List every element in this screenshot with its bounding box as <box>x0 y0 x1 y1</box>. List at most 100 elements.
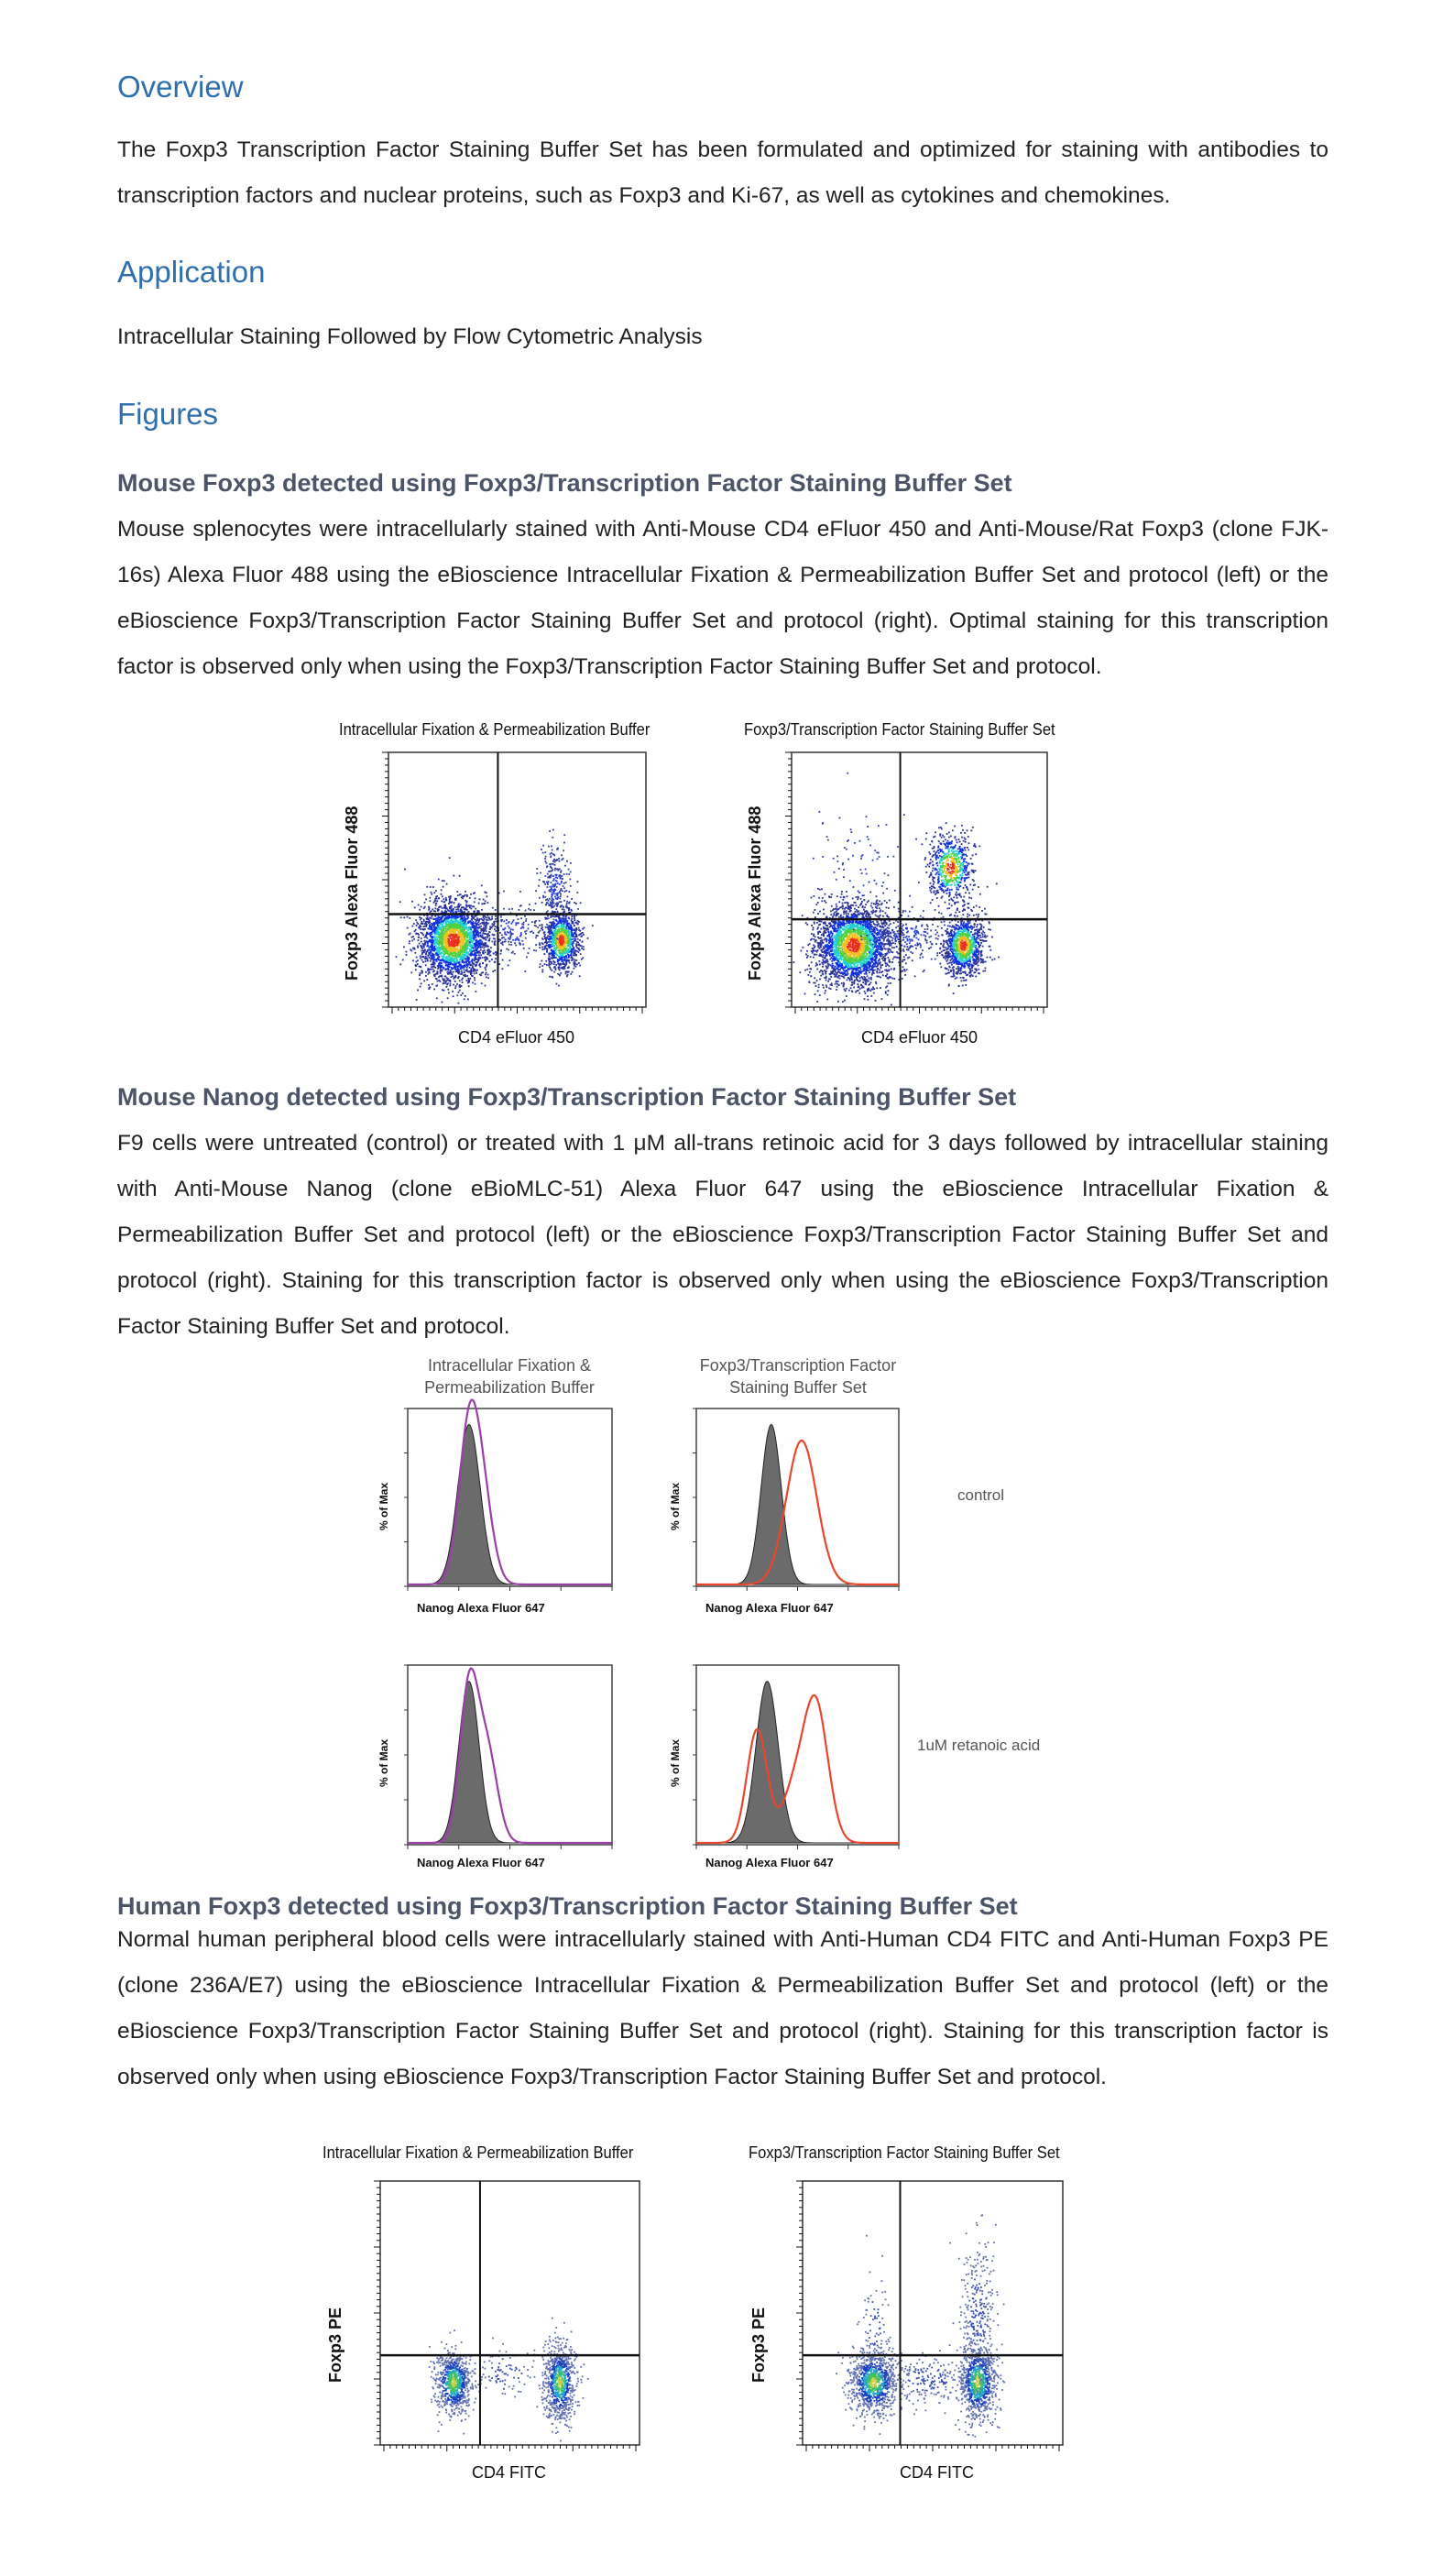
event-dot <box>552 959 555 962</box>
event-dot <box>559 891 561 893</box>
event-dot <box>489 926 492 928</box>
event-dot <box>561 925 563 927</box>
event-dot <box>414 969 417 971</box>
event-dot <box>538 896 541 899</box>
event-dot <box>441 900 443 903</box>
event-dot <box>445 932 448 935</box>
event-dot <box>448 899 451 902</box>
event-dot <box>434 904 437 906</box>
event-dot <box>881 953 884 956</box>
event-dot <box>812 926 814 929</box>
event-dot <box>849 941 851 944</box>
event-dot <box>454 981 456 982</box>
event-dot <box>422 944 425 946</box>
event-dot <box>563 938 565 941</box>
event-dot <box>448 945 451 947</box>
event-dot <box>436 933 438 936</box>
event-dot <box>837 939 840 942</box>
event-dot <box>541 943 544 945</box>
event-dot <box>451 956 454 959</box>
event-dot <box>447 923 450 926</box>
event-dot <box>431 938 433 941</box>
event-dot <box>449 963 452 966</box>
event-dot <box>471 967 474 969</box>
event-dot <box>466 915 469 917</box>
event-dot <box>482 915 485 917</box>
event-dot <box>525 933 527 935</box>
event-dot <box>549 947 551 949</box>
event-dot <box>431 922 432 925</box>
event-dot <box>438 919 441 922</box>
event-dot <box>465 938 467 941</box>
event-dot <box>806 955 809 957</box>
event-dot <box>464 934 465 937</box>
event-dot <box>443 904 446 906</box>
event-dot <box>551 893 553 895</box>
event-dot <box>866 957 868 959</box>
event-dot <box>524 970 527 972</box>
event-dot <box>578 934 580 937</box>
event-dot <box>562 906 564 909</box>
event-dot <box>517 918 519 921</box>
event-dot <box>826 962 829 965</box>
event-dot <box>555 934 558 937</box>
event-dot <box>399 963 402 966</box>
event-dot <box>857 955 859 958</box>
event-dot <box>574 965 577 968</box>
event-dot <box>525 918 528 920</box>
event-dot <box>546 944 548 947</box>
event-dot <box>449 952 452 955</box>
event-dot <box>563 934 566 937</box>
event-dot <box>486 948 489 951</box>
event-dot <box>484 984 486 987</box>
event-dot <box>841 934 844 937</box>
event-dot <box>836 932 839 935</box>
event-dot <box>453 958 455 960</box>
event-dot <box>441 907 443 909</box>
event-dot <box>486 957 488 959</box>
event-dot <box>435 978 438 981</box>
event-dot <box>469 926 472 929</box>
event-dot <box>556 859 559 861</box>
event-dot <box>462 953 464 956</box>
event-dot <box>424 936 427 938</box>
event-dot <box>470 970 473 973</box>
event-dot <box>560 927 562 930</box>
event-dot <box>427 940 430 943</box>
event-dot <box>880 909 881 912</box>
event-dot <box>558 937 561 939</box>
event-dot <box>551 976 553 978</box>
event-dot <box>423 980 426 982</box>
event-dot <box>560 934 563 936</box>
event-dot <box>541 849 542 850</box>
event-dot <box>442 982 444 985</box>
event-dot <box>434 890 437 892</box>
event-dot <box>460 994 463 996</box>
event-dot <box>519 927 522 930</box>
event-dot <box>463 931 465 934</box>
event-dot <box>828 951 831 954</box>
event-dot <box>560 925 563 927</box>
event-dot <box>567 970 570 973</box>
event-dot <box>884 925 887 927</box>
event-dot <box>574 917 575 920</box>
event-dot <box>460 970 463 972</box>
event-dot <box>836 895 838 898</box>
event-dot <box>448 928 451 931</box>
event-dot <box>422 960 424 963</box>
event-dot <box>506 931 508 933</box>
event-dot <box>476 951 477 954</box>
event-dot <box>847 929 849 932</box>
event-dot <box>429 921 431 924</box>
event-dot <box>464 926 466 929</box>
event-dot <box>538 942 541 945</box>
event-dot <box>847 989 850 992</box>
event-dot <box>827 939 830 941</box>
event-dot <box>560 889 562 892</box>
event-dot <box>569 861 572 864</box>
event-dot <box>441 1001 443 1003</box>
event-dot <box>454 945 456 948</box>
event-dot <box>437 947 439 949</box>
event-dot <box>519 932 522 934</box>
event-dot <box>479 947 482 949</box>
